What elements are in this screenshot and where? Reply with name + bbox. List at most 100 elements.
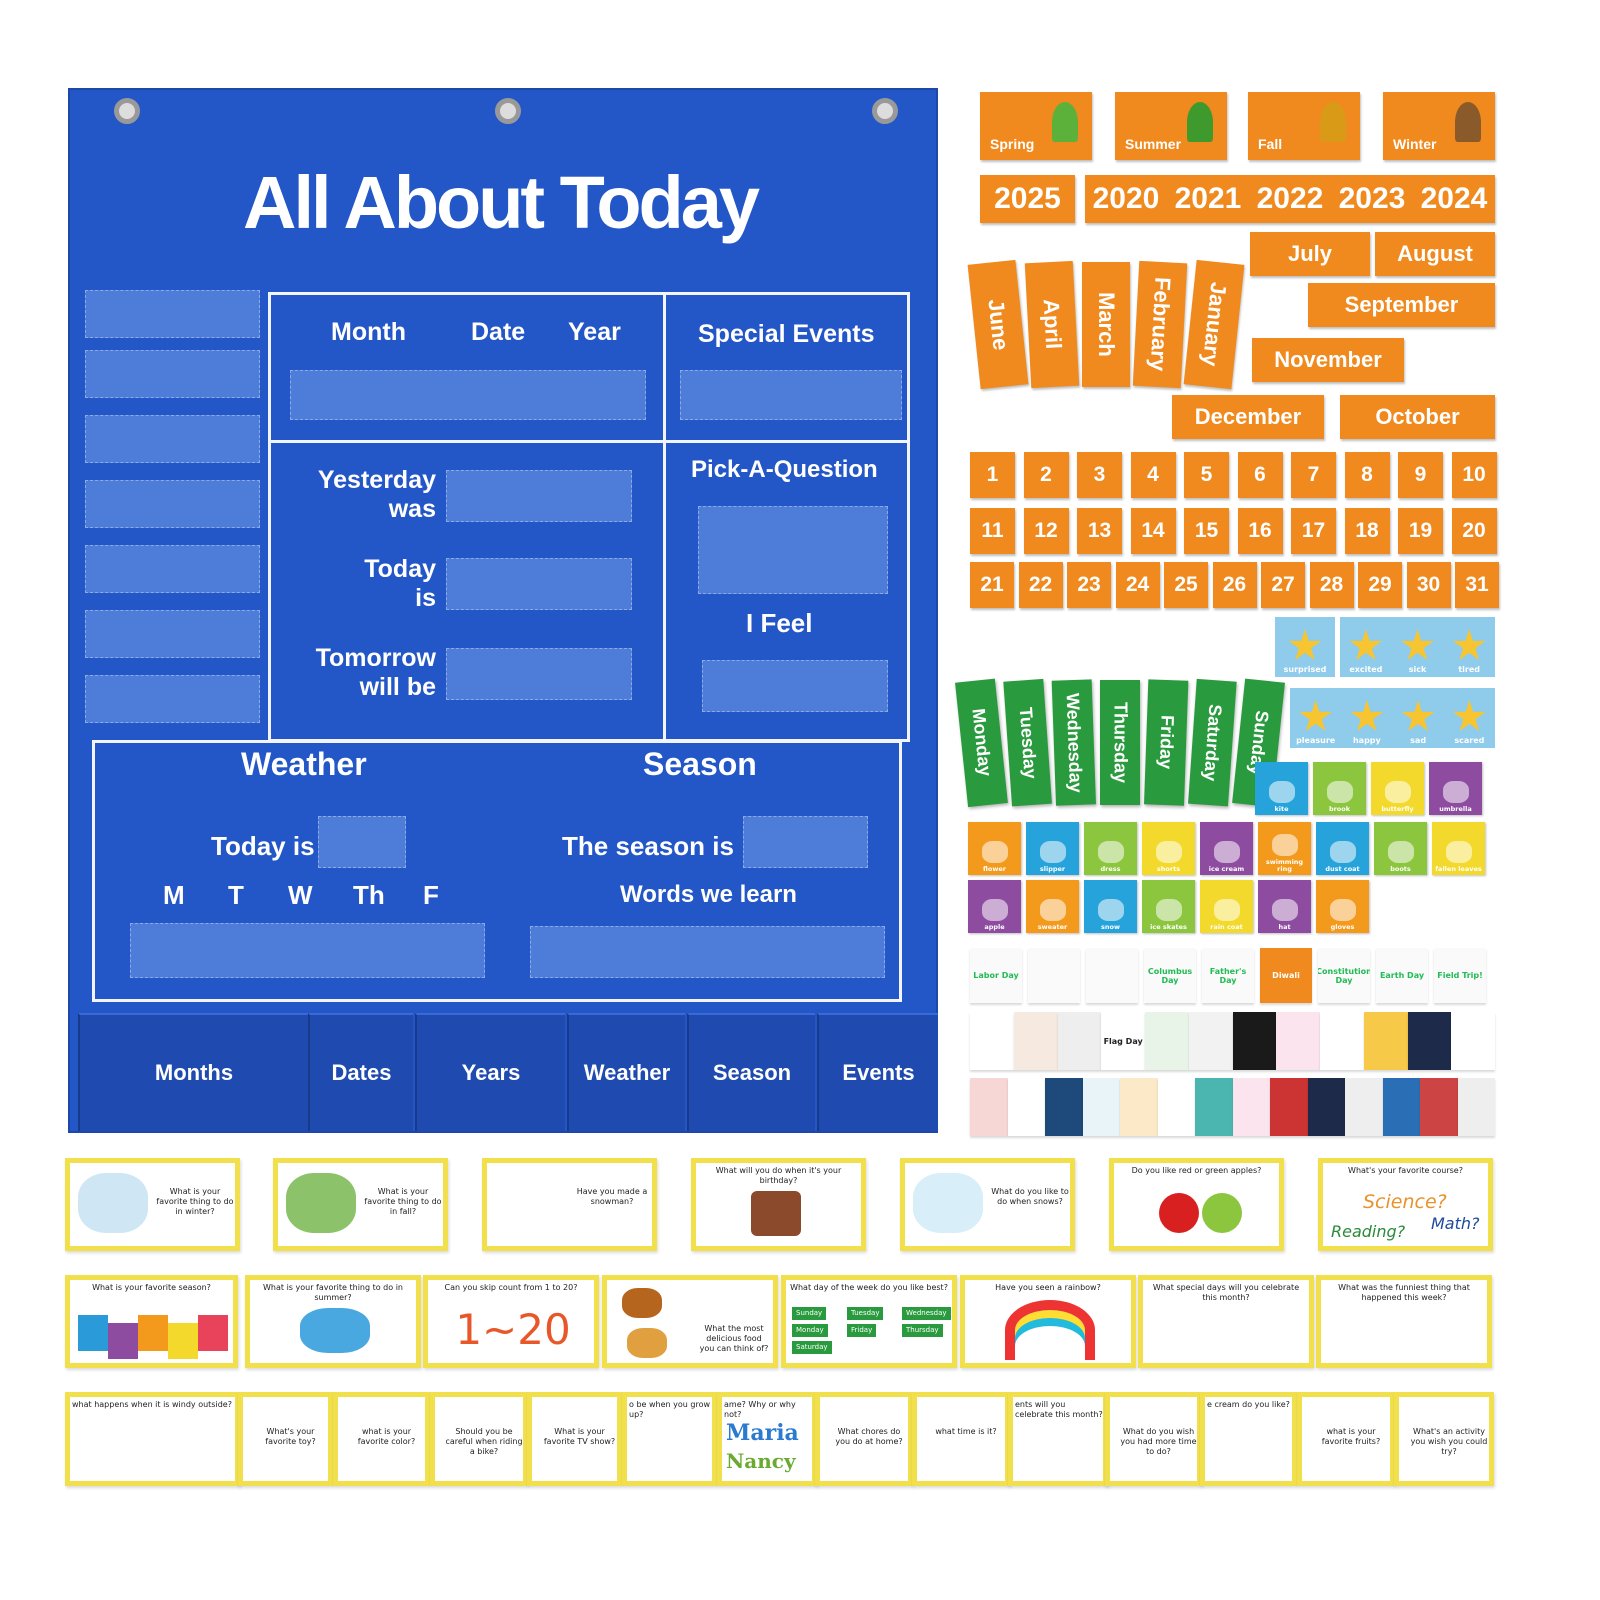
special-day-card[interactable] [1320,1012,1364,1070]
month-card-august[interactable]: August [1375,232,1495,276]
season-card-summer[interactable]: Summer [1115,92,1227,160]
special-day-card[interactable] [1013,1012,1058,1070]
storage-pocket-season[interactable]: Season [687,1013,815,1131]
date-card[interactable]: 5 [1184,452,1229,498]
weather-days-pocket[interactable] [130,923,485,978]
vocab-card-ice-skates[interactable]: ice skates [1142,880,1195,933]
question-card[interactable]: What is your favorite season? [65,1275,238,1368]
side-pocket[interactable] [85,350,260,398]
season-pocket[interactable] [743,816,868,868]
question-card[interactable]: What's your favorite course? Science? Read… [1318,1158,1493,1251]
date-card[interactable]: 29 [1358,562,1402,608]
vocab-card-flower[interactable]: flower [968,822,1021,875]
date-card[interactable]: 6 [1237,452,1283,498]
tomorrow-pocket[interactable] [446,648,632,700]
question-card[interactable]: Should you be careful when riding a bike… [430,1392,528,1486]
storage-pocket-dates[interactable]: Dates [308,1013,413,1131]
question-card[interactable]: What is your favorite thing to do in fal… [273,1158,448,1251]
vocab-card-rain-coat[interactable]: rain coat [1200,880,1253,933]
vocab-card-apple[interactable]: apple [968,880,1021,933]
special-day-card[interactable] [1420,1078,1458,1136]
vocab-card-kite[interactable]: kite [1255,762,1308,815]
special-day-card[interactable] [1457,1078,1495,1136]
question-card[interactable]: Have you made a snowman? [482,1158,657,1251]
question-card[interactable]: Do you like red or green apples? [1109,1158,1284,1251]
question-card[interactable]: what is your favorite fruits? [1297,1392,1395,1486]
date-card[interactable]: 1 [970,452,1015,498]
storage-pocket-weather[interactable]: Weather [567,1013,685,1131]
month-card-november[interactable]: November [1252,338,1404,382]
question-pocket[interactable] [698,506,888,594]
question-card[interactable]: What is your favorite thing to do in sum… [245,1275,421,1368]
special-day-card[interactable] [970,1012,1014,1070]
special-day-card[interactable] [1363,1012,1408,1070]
yesterday-pocket[interactable] [446,470,632,522]
side-pocket[interactable] [85,290,260,338]
special-day-card[interactable] [1145,1012,1189,1070]
special-day-card[interactable]: Diwali [1260,948,1312,1003]
special-day-card[interactable] [1451,1012,1495,1070]
question-card[interactable]: What special days will you celebrate thi… [1138,1275,1314,1368]
side-pocket[interactable] [85,610,260,658]
date-card[interactable]: 27 [1261,562,1305,608]
date-card[interactable]: 19 [1398,508,1443,554]
date-card[interactable]: 23 [1067,562,1111,608]
date-card[interactable]: 30 [1406,562,1451,608]
vocab-card-fallen-leaves[interactable]: fallen leaves [1432,822,1485,875]
month-card-july[interactable]: July [1250,232,1370,276]
special-day-card[interactable] [970,1078,1008,1136]
special-day-card[interactable] [1007,1078,1045,1136]
question-card[interactable]: e cream do you like? [1200,1392,1297,1486]
question-card[interactable]: What day of the week do you like best? Su… [781,1275,957,1368]
season-card-spring[interactable]: Spring [980,92,1092,160]
feeling-card-excited[interactable]: excited [1340,617,1392,677]
date-card[interactable]: 16 [1237,508,1283,554]
weekday-card-tuesday[interactable]: Tuesday [1003,678,1052,807]
special-day-card[interactable] [1382,1078,1420,1136]
season-card-fall[interactable]: Fall [1248,92,1360,160]
date-card[interactable]: 8 [1344,452,1390,498]
year-card[interactable]: 2023 [1338,182,1406,215]
storage-pocket-years[interactable]: Years [415,1013,565,1131]
season-card-winter[interactable]: Winter [1383,92,1495,160]
vocab-card-slipper[interactable]: slipper [1026,822,1079,875]
date-card[interactable]: 20 [1451,508,1497,554]
feeling-card-tired[interactable]: tired [1443,617,1495,677]
special-day-card[interactable] [1276,1012,1320,1070]
weekday-card-wednesday[interactable]: Wednesday [1051,679,1096,806]
date-card[interactable]: 11 [970,508,1015,554]
special-day-card[interactable] [1195,1078,1233,1136]
vocab-card-boots[interactable]: boots [1374,822,1427,875]
weather-pocket[interactable] [318,816,406,868]
date-card[interactable]: 3 [1077,452,1122,498]
year-card[interactable]: 2025 [980,175,1075,223]
date-card[interactable]: 26 [1212,562,1257,608]
month-card-april[interactable]: April [1024,260,1080,389]
feeling-pocket[interactable] [702,660,888,712]
storage-pocket-months[interactable]: Months [78,1013,308,1131]
date-card[interactable]: 13 [1077,508,1122,554]
vocab-card-ice-cream[interactable]: ice cream [1200,822,1253,875]
special-day-card[interactable] [1057,1012,1102,1070]
feeling-card-pleasure[interactable]: pleasure [1290,688,1341,748]
question-card[interactable]: What do you wish you had more time to do… [1105,1392,1202,1486]
special-day-card[interactable] [1188,1012,1233,1070]
side-pocket[interactable] [85,480,260,528]
month-card-february[interactable]: February [1132,260,1188,389]
vocab-card-dress[interactable]: dress [1084,822,1137,875]
special-day-card[interactable] [1307,1078,1345,1136]
date-card[interactable]: 31 [1455,562,1499,608]
question-card[interactable]: ents will you celebrate this month? [1008,1392,1108,1486]
vocab-card-sweater[interactable]: sweater [1026,880,1079,933]
vocab-card-gloves[interactable]: gloves [1316,880,1369,933]
vocab-card-brook[interactable]: brook [1313,762,1366,815]
month-card-march[interactable]: March [1082,262,1130,387]
question-card[interactable]: o be when you grow up? [622,1392,717,1486]
vocab-card-umbrella[interactable]: umbrella [1429,762,1482,815]
question-card[interactable]: Can you skip count from 1 to 20? 1~20 [423,1275,599,1368]
date-card[interactable]: 10 [1451,452,1497,498]
date-card[interactable]: 15 [1184,508,1229,554]
vocab-card-dust-coat[interactable]: dust coat [1316,822,1369,875]
weekday-card-friday[interactable]: Friday [1144,679,1189,806]
special-day-card[interactable] [1270,1078,1308,1136]
